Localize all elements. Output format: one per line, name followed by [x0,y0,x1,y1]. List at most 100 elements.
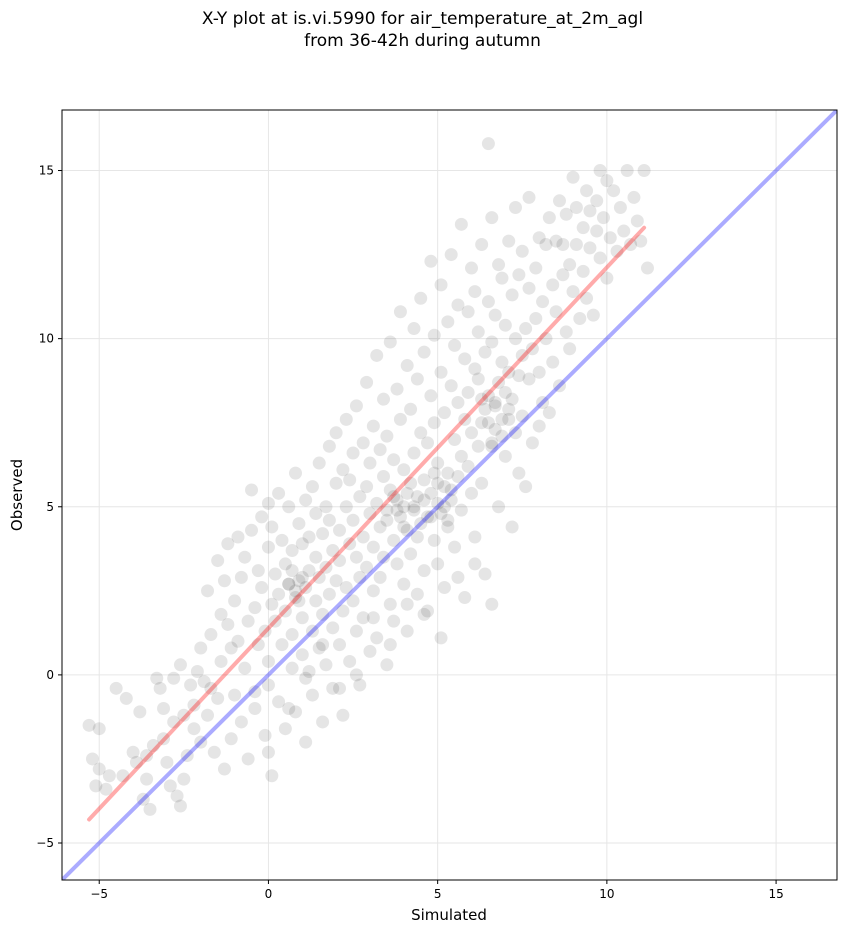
data-point [282,577,296,591]
data-point [346,513,360,527]
data-point [522,281,536,295]
data-point [536,396,550,410]
data-point [417,564,431,578]
data-point [201,708,215,722]
data-point [508,201,522,215]
data-point [116,769,130,783]
data-point [146,739,160,753]
data-point [488,422,502,436]
data-point [481,416,495,430]
data-point [596,211,610,225]
data-point [417,345,431,359]
data-point [316,527,330,541]
data-point [221,617,235,631]
data-point [370,348,384,362]
data-point [380,658,394,672]
data-point [383,483,397,497]
data-point [441,466,455,480]
data-point [295,648,309,662]
data-point [85,752,99,766]
data-point [231,530,245,544]
data-point [390,493,404,507]
data-point [140,772,154,786]
data-point [397,500,411,514]
data-point [427,533,441,547]
data-point [353,490,367,504]
data-point [285,543,299,557]
data-point [559,325,573,339]
data-point [133,705,147,719]
data-point [488,399,502,413]
data-point [481,389,495,403]
data-point [377,550,391,564]
data-point [336,604,350,618]
data-point [464,486,478,500]
data-point [329,574,343,588]
data-point [360,480,374,494]
data-point [214,654,228,668]
data-point [552,194,566,208]
data-point [150,671,164,685]
data-point [532,231,546,245]
data-point [573,311,587,325]
data-point [370,496,384,510]
data-point [556,237,570,251]
data-point [458,412,472,426]
data-point [343,537,357,551]
data-point [448,433,462,447]
data-point [211,554,225,568]
data-points [82,137,654,816]
data-point [471,372,485,386]
data-point [312,570,326,584]
data-point [82,718,96,732]
data-point [468,285,482,299]
chart-subtitle-line: from 36-42h during autumn [304,31,541,51]
data-point [421,436,435,450]
data-point [377,470,391,484]
data-point [414,517,428,531]
data-point [427,466,441,480]
data-point [299,580,313,594]
data-point [109,681,123,695]
data-point [522,372,536,386]
data-point [431,476,445,490]
data-point [167,715,181,729]
axis-ticks: −5 0 5 10 15 −5 0 5 10 15 [36,164,783,901]
chart-title: X-Y plot at is.vi.5990 for air_temperatu… [0,8,845,52]
data-point [248,702,262,716]
data-point [485,211,499,225]
data-point [177,708,191,722]
data-point [316,715,330,729]
data-point [593,164,607,178]
data-point [454,449,468,463]
data-point [485,335,499,349]
data-point [339,412,353,426]
data-point [552,379,566,393]
data-point [329,426,343,440]
data-point [258,728,272,742]
data-point [289,705,303,719]
data-point [302,564,316,578]
data-point [326,543,340,557]
data-point [316,638,330,652]
data-point [495,271,509,285]
data-point [349,668,363,682]
x-tick-label: 0 [265,887,273,901]
data-point [586,308,600,322]
data-point [373,443,387,457]
data-point [563,342,577,356]
data-point [346,446,360,460]
data-point [576,221,590,235]
data-point [383,335,397,349]
y-tick-label: −5 [36,836,54,850]
data-point [245,483,259,497]
data-point [400,523,414,537]
data-point [569,201,583,215]
data-point [454,503,468,517]
data-point [522,190,536,204]
data-point [92,722,106,736]
data-point [468,362,482,376]
data-point [431,456,445,470]
